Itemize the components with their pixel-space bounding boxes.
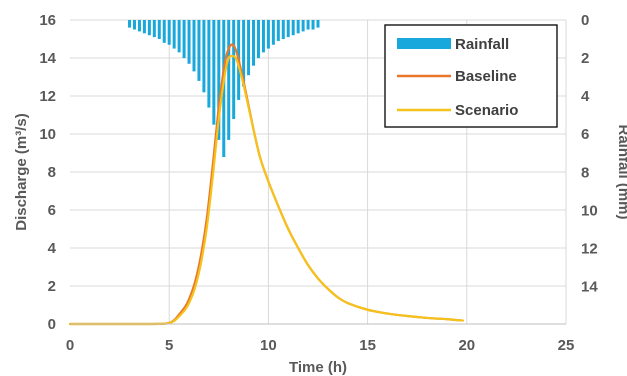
rainfall-bar	[152, 20, 156, 38]
x-tick-label: 25	[558, 337, 575, 354]
x-tick-labels: 0 5 10 15 20 25	[66, 337, 575, 354]
rainfall-bar	[202, 20, 206, 93]
x-tick-label: 15	[359, 337, 376, 354]
rainfall-bar	[128, 20, 132, 28]
x-tick-label: 0	[66, 337, 74, 354]
gridlines	[70, 19, 567, 324]
y-tick-label: 0	[48, 316, 56, 333]
rainfall-bar	[137, 20, 141, 32]
rainfall-bar	[296, 20, 300, 34]
y-axis-title: Discharge (m³/s)	[13, 113, 30, 231]
rainfall-bar	[207, 20, 211, 108]
rainfall-bar	[311, 20, 315, 30]
rainfall-bar	[212, 20, 216, 125]
rainfall-bar	[192, 20, 196, 72]
rainfall-bar	[232, 20, 236, 119]
legend-rainfall-label: Rainfall	[455, 36, 509, 53]
rainfall-bar	[177, 20, 181, 53]
y2-tick-label: 12	[581, 240, 598, 257]
rainfall-bar	[316, 20, 320, 28]
rainfall-bar	[252, 20, 256, 66]
rainfall-bar	[162, 20, 166, 43]
y2-tick-label: 0	[581, 12, 589, 29]
y-tick-label: 8	[48, 164, 56, 181]
y-tick-label: 12	[39, 88, 56, 105]
rainfall-bar	[172, 20, 176, 49]
rainfall-bar	[247, 20, 251, 76]
legend-rainfall-swatch	[397, 38, 451, 49]
y-tick-label: 4	[48, 240, 57, 257]
rainfall-bar	[227, 20, 231, 140]
rainfall-bar	[167, 20, 171, 45]
y-tick-labels: 0 2 4 6 8 10 12 14 16	[39, 12, 56, 333]
rainfall-bar	[301, 20, 305, 32]
y2-tick-label: 8	[581, 164, 589, 181]
rainfall-bar	[256, 20, 260, 59]
rainfall-bar	[132, 20, 136, 30]
y2-axis-title: Rainfall (mm)	[615, 124, 627, 219]
y-tick-label: 2	[48, 278, 56, 295]
rainfall-bar	[261, 20, 265, 53]
rainfall-bar	[142, 20, 146, 34]
y2-tick-label: 4	[581, 88, 590, 105]
rainfall-bar	[291, 20, 295, 36]
rainfall-bar	[147, 20, 151, 36]
x-tick-label: 5	[165, 337, 173, 354]
y-tick-label: 10	[39, 126, 56, 143]
rainfall-bar	[157, 20, 161, 40]
y2-tick-label: 14	[581, 278, 598, 295]
x-tick-label: 20	[458, 337, 475, 354]
rainfall-bar	[276, 20, 280, 41]
x-axis-title: Time (h)	[289, 359, 347, 376]
y-tick-label: 6	[48, 202, 56, 219]
rainfall-bar	[187, 20, 191, 64]
rainfall-bar	[306, 20, 310, 30]
rainfall-bar	[217, 20, 221, 140]
rainfall-bar	[242, 20, 246, 87]
rainfall-bar	[281, 20, 285, 40]
legend-baseline-label: Baseline	[455, 68, 517, 85]
rainfall-bar	[271, 20, 275, 45]
rainfall-bar	[286, 20, 290, 38]
y-tick-label: 14	[39, 50, 56, 67]
y2-tick-label: 10	[581, 202, 598, 219]
y-tick-label: 16	[39, 12, 56, 29]
legend-scenario-label: Scenario	[455, 102, 518, 119]
scenario-series-line	[68, 54, 464, 326]
x-tick-label: 10	[260, 337, 277, 354]
discharge-lines	[68, 43, 464, 326]
y2-tick-label: 2	[581, 50, 589, 67]
rainfall-bar	[197, 20, 201, 81]
rainfall-bar	[182, 20, 186, 59]
rainfall-bars	[128, 20, 320, 158]
y2-tick-labels: 0 2 4 6 8 10 12 14	[581, 12, 598, 295]
legend: Rainfall Baseline Scenario	[384, 24, 558, 128]
y2-tick-label: 6	[581, 126, 589, 143]
rainfall-bar	[266, 20, 270, 49]
